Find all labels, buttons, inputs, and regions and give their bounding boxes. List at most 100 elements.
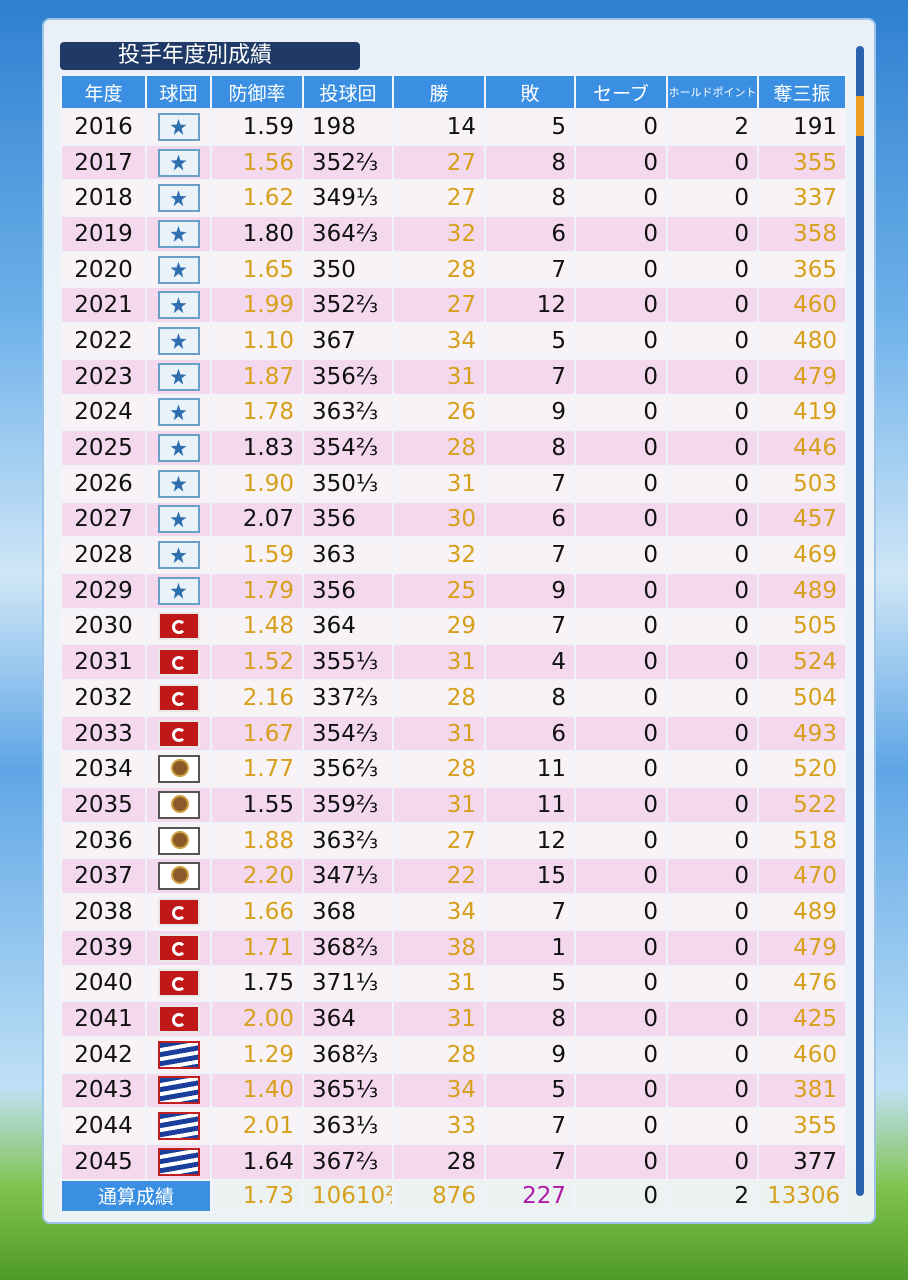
stat-cell: 0 [574,821,668,860]
team-logo [157,897,200,926]
year: 2032 [60,679,147,717]
team-logo [145,964,212,1003]
stat-cell: 0 [574,571,668,610]
year: 2026 [60,464,147,503]
column-header: 年度 [60,74,147,110]
stat-cell: 359⅔ [302,786,394,824]
total-cell: 227 [484,1178,576,1213]
stat-cell: 368⅔ [302,928,394,967]
stat-cell: 518 [757,821,847,860]
team-logo [157,1005,200,1034]
stats-table: 年度 球団 防御率 投球回勝敗セーブ ホールドポイント 奪三振 2016 1.59 198 14… [60,74,847,1213]
season-row: 2035 1.55 359⅔ 31 11 0 0 522 [60,786,847,824]
team-logo [145,1035,212,1074]
stat-cell: 352⅔ [302,143,394,182]
stat-cell: 0 [574,928,668,967]
stat-cell: 0 [574,393,668,432]
stat-cell: 0 [574,714,668,753]
team-logo [157,969,200,998]
team-logo [157,826,200,855]
header-row: 年度 球団 防御率 投球回勝敗セーブ ホールドポイント 奪三振 [60,74,847,110]
stat-cell: 354⅔ [302,429,394,467]
stat-cell: 364 [302,607,394,646]
stat-cell: 31 [392,357,486,396]
stat-cell: 524 [757,643,847,681]
stat-cell: 1.40 [210,1071,304,1110]
column-header: 勝 [392,74,486,110]
year: 2044 [60,1107,147,1145]
year: 2018 [60,179,147,218]
team-logo [157,326,200,355]
season-row: 2032 2.16 337⅔ 28 8 0 0 504 [60,679,847,717]
scrollbar[interactable] [856,46,864,1196]
stat-cell: 479 [757,357,847,396]
season-row: 2030 1.48 364 29 7 0 0 505 [60,607,847,646]
stat-cell: 1.65 [210,250,304,289]
stat-cell: 0 [574,464,668,503]
season-row: 2039 1.71 368⅔ 38 1 0 0 479 [60,928,847,967]
year: 2039 [60,928,147,967]
stat-cell: 0 [666,964,759,1003]
stat-cell: 31 [392,786,486,824]
stat-cell: 1.52 [210,643,304,681]
stat-cell: 480 [757,322,847,360]
team-logo [145,429,212,467]
stat-cell: 0 [666,464,759,503]
stat-cell: 460 [757,1035,847,1074]
season-row: 2016 1.59 198 14 5 0 2 191 [60,108,847,146]
team-logo [157,184,200,213]
stat-cell: 364 [302,1000,394,1038]
stat-cell: 5 [484,108,576,146]
year: 2021 [60,286,147,325]
team-logo [145,750,212,789]
stat-cell: 1.29 [210,1035,304,1074]
team-logo [145,786,212,824]
team-logo [157,933,200,962]
stat-cell: 28 [392,250,486,289]
year: 2041 [60,1000,147,1038]
stat-cell: 0 [666,643,759,681]
team-logo [145,607,212,646]
team-logo [157,469,200,498]
year: 2027 [60,500,147,539]
total-cell: 0 [574,1178,668,1213]
team-logo [145,536,212,574]
stat-cell: 2.07 [210,500,304,539]
stat-cell: 1.75 [210,964,304,1003]
team-logo [157,434,200,463]
stat-cell: 0 [666,215,759,253]
stat-cell: 489 [757,571,847,610]
stat-cell: 25 [392,571,486,610]
stat-cell: 0 [666,429,759,467]
year: 2020 [60,250,147,289]
stat-cell: 0 [666,1071,759,1110]
stat-cell: 0 [666,393,759,432]
season-row: 2045 1.64 367⅔ 28 7 0 0 377 [60,1142,847,1181]
total-cell: 1.73 [210,1178,304,1213]
stat-cell: 505 [757,607,847,646]
stat-cell: 355⅓ [302,643,394,681]
stat-cell: 0 [666,714,759,753]
stat-cell: 0 [574,286,668,325]
stat-cell: 0 [666,286,759,325]
team-logo [145,464,212,503]
stat-cell: 0 [574,108,668,146]
stat-cell: 8 [484,1000,576,1038]
stat-cell: 7 [484,536,576,574]
stat-cell: 1.67 [210,714,304,753]
team-logo [145,393,212,432]
stat-cell: 22 [392,857,486,896]
stat-cell: 14 [392,108,486,146]
team-logo [145,857,212,896]
stat-cell: 1.56 [210,143,304,182]
stat-cell: 0 [574,215,668,253]
year: 2028 [60,536,147,574]
year: 2029 [60,571,147,610]
year: 2034 [60,750,147,789]
season-row: 2020 1.65 350 28 7 0 0 365 [60,250,847,289]
scroll-thumb[interactable] [856,96,864,136]
stat-cell: 28 [392,429,486,467]
stat-cell: 0 [666,1142,759,1181]
stat-cell: 0 [574,679,668,717]
stat-cell: 0 [666,928,759,967]
